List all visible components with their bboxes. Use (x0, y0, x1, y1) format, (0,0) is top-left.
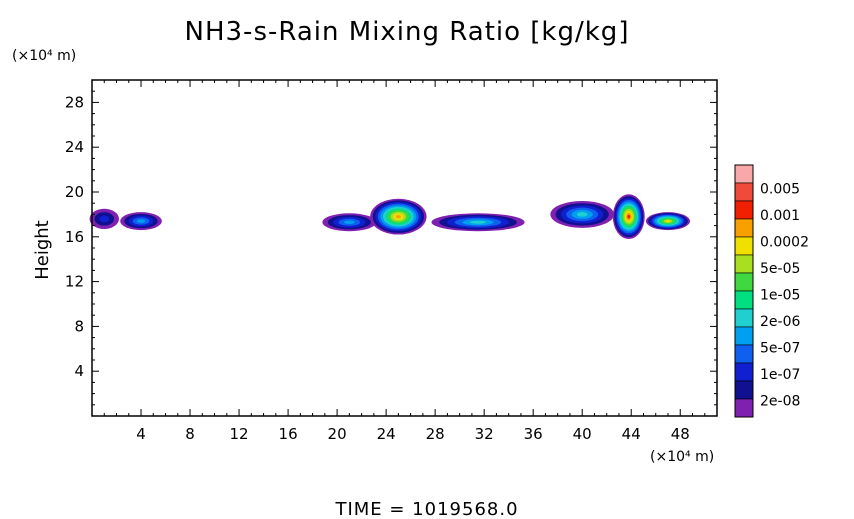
contour-level (627, 214, 631, 219)
contour-level (395, 215, 401, 219)
chart-title: NH3-s-Rain Mixing Ratio [kg/kg] (185, 17, 630, 47)
x-tick-label: 20 (328, 425, 347, 443)
contour-level (576, 212, 588, 217)
colorbar-swatch (734, 182, 754, 202)
colorbar-swatch (734, 344, 754, 364)
colorbar-swatch (734, 164, 754, 184)
contour-level (343, 220, 355, 225)
colorbar-label: 5e-05 (760, 261, 800, 277)
x-tick-label: 48 (671, 425, 690, 443)
time-label: TIME = 1019568.0 (334, 499, 518, 519)
cloud-region (645, 212, 691, 231)
x-tick-label: 16 (279, 425, 298, 443)
colorbar-label: 2e-08 (760, 394, 800, 410)
colorbar-label: 0.005 (760, 182, 800, 198)
colorbar-label: 1e-05 (760, 288, 800, 304)
colorbar-label: 5e-07 (760, 341, 800, 357)
y-tick-label: 16 (65, 228, 84, 246)
colorbar-swatch (734, 218, 754, 238)
colorbar-swatch (734, 398, 754, 418)
y-tick-label: 24 (65, 138, 84, 156)
cloud-region (120, 212, 162, 231)
x-tick-label: 36 (524, 425, 543, 443)
y-tick-label: 28 (65, 93, 84, 111)
colorbar-swatch (734, 290, 754, 310)
colorbar-swatch (734, 272, 754, 292)
contour-level (99, 215, 110, 223)
x-tick-label: 32 (475, 425, 494, 443)
colorbar-label: 0.001 (760, 208, 800, 224)
x-tick-label: 12 (230, 425, 249, 443)
y-tick-label: 8 (74, 317, 84, 335)
contour-level (665, 219, 671, 223)
colorbar-swatch (734, 254, 754, 274)
y-tick-label: 20 (65, 183, 84, 201)
y-axis-label: Height (32, 220, 53, 280)
cloud-region (322, 213, 377, 232)
colorbar-swatch (734, 362, 754, 382)
colorbar-label: 0.0002 (760, 235, 809, 251)
y-tick-label: 4 (74, 362, 84, 380)
x-tick-label: 28 (426, 425, 445, 443)
plot-frame (91, 79, 718, 417)
x-tick-label: 8 (185, 425, 195, 443)
y-tick-label: 12 (65, 273, 84, 291)
x-tick-label: 4 (136, 425, 146, 443)
y-unit-label: (×10⁴ m) (12, 48, 76, 64)
x-unit-label: (×10⁴ m) (650, 449, 714, 465)
contour-field (89, 194, 691, 240)
colorbar-swatch (734, 308, 754, 328)
cloud-region (89, 208, 119, 229)
colorbar-swatch (734, 380, 754, 400)
contour-level (136, 219, 146, 223)
colorbar-swatch (734, 326, 754, 346)
cloud-region (431, 213, 525, 232)
x-tick-label: 40 (573, 425, 592, 443)
cloud-region (370, 198, 427, 235)
x-tick-label: 44 (622, 425, 641, 443)
colorbar-label: 2e-06 (760, 314, 800, 330)
colorbar-frame (734, 164, 754, 418)
x-tick-label: 24 (377, 425, 396, 443)
colorbar-swatch (734, 236, 754, 256)
cloud-region (612, 194, 645, 240)
cloud-region (550, 200, 615, 228)
contour-level (470, 220, 486, 224)
colorbar-label: 1e-07 (760, 367, 800, 383)
colorbar-swatch (734, 200, 754, 220)
colorbar: 0.005 0.001 0.0002 5e-05 1e-05 2e-06 5e-07 1e-0… (734, 164, 809, 418)
